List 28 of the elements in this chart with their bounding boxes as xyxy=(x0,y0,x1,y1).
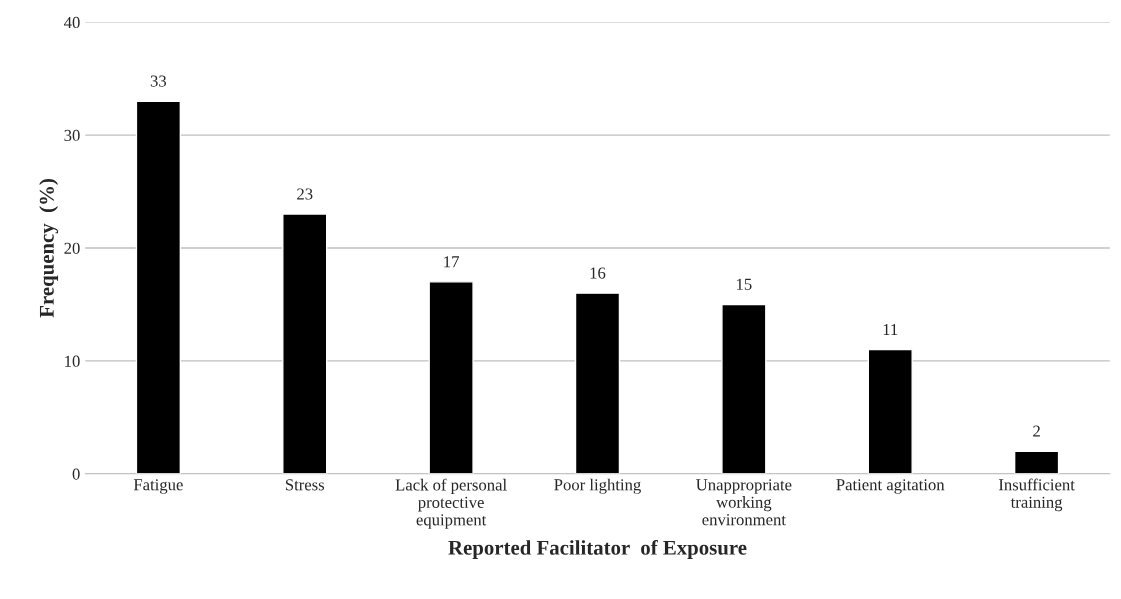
data-label: 16 xyxy=(590,267,606,279)
data-label: 2 xyxy=(1033,425,1040,437)
bar xyxy=(428,281,474,474)
bar xyxy=(135,100,182,474)
bar xyxy=(574,292,621,474)
x-tick-label: Insufficient training xyxy=(998,478,1075,512)
x-tick-label: Fatigue xyxy=(133,479,183,494)
data-label: 11 xyxy=(883,323,898,335)
x-tick-label: Poor lighting xyxy=(554,478,641,494)
data-label: 23 xyxy=(297,188,313,200)
y-axis-title: Frequency (%) xyxy=(39,179,59,318)
y-tick-label: 40 xyxy=(63,16,80,29)
y-tick-label: 20 xyxy=(64,242,80,254)
y-tick-label: 0 xyxy=(72,468,80,480)
data-label: 33 xyxy=(150,75,167,87)
bar xyxy=(282,213,328,474)
x-tick-label: Lack of personal protective equipment xyxy=(395,478,507,529)
x-tick-label: Unappropriate working environment xyxy=(696,479,792,526)
x-tick-label: Stress xyxy=(285,479,325,491)
bar xyxy=(721,303,767,474)
data-label: 15 xyxy=(737,278,752,290)
bar xyxy=(867,348,913,474)
x-tick-label: Patient agitation xyxy=(836,479,945,494)
y-tick-label: 30 xyxy=(64,129,80,142)
bar xyxy=(1013,450,1060,474)
y-tick-label: 10 xyxy=(65,355,80,367)
x-axis-title: Reported Facilitator of Exposure xyxy=(448,539,747,560)
data-label: 17 xyxy=(444,256,459,268)
